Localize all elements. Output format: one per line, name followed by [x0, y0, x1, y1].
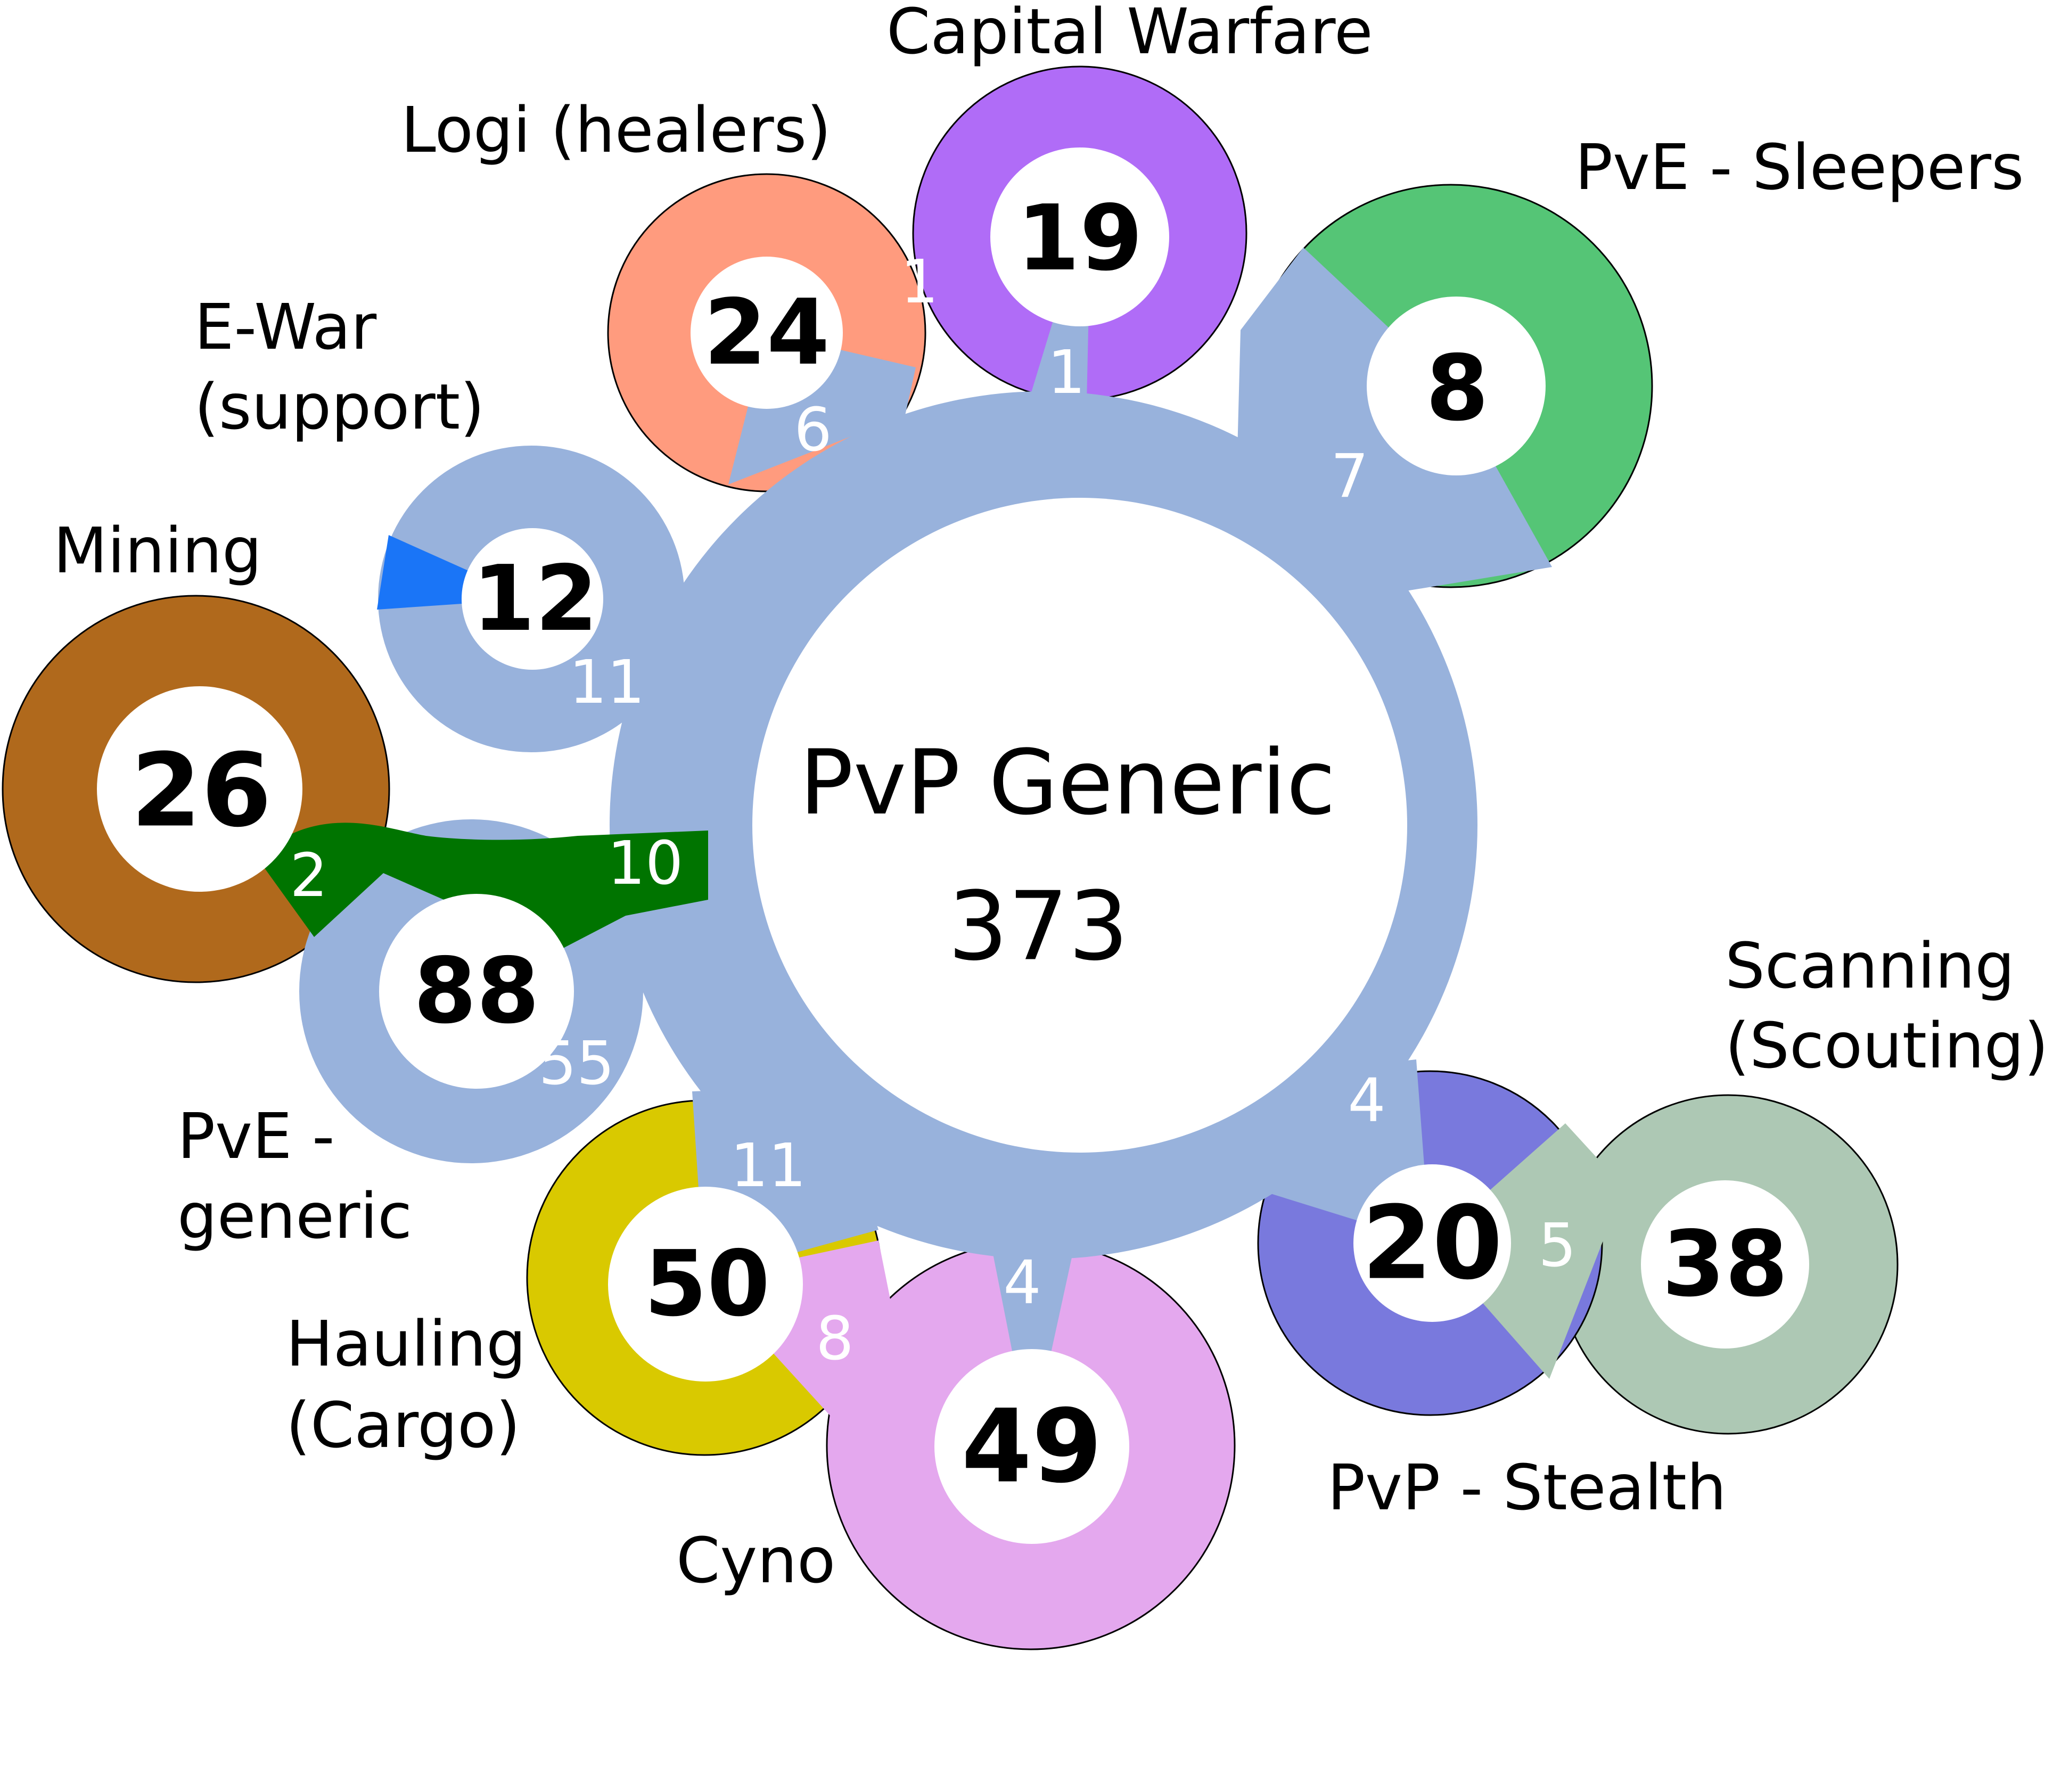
mining-count: 26	[131, 732, 272, 850]
stealth-scanning-sector	[1430, 1123, 1624, 1379]
mining-hole	[97, 686, 302, 892]
ewar-label-line1: E-War	[194, 290, 377, 364]
scanning-label-line2: (Scouting)	[1725, 1009, 2049, 1082]
link-hub-hauling: 11	[730, 1131, 807, 1201]
cyno-hole	[934, 1349, 1129, 1544]
pve-generic-hole	[379, 894, 574, 1089]
node-labels: Capital Warfare Logi (healers) PvE - Sle…	[53, 0, 2049, 1597]
pve-generic-green-bridge	[257, 823, 708, 950]
sleepers-count: 8	[1426, 336, 1489, 441]
hub-hole	[752, 498, 1407, 1153]
capital-count: 19	[1017, 186, 1143, 291]
hauling-hole	[608, 1187, 803, 1382]
stealth-label: PvP - Stealth	[1327, 1451, 1727, 1524]
pve-generic-label-line2: generic	[177, 1179, 412, 1253]
hauling-label-line1: Hauling	[286, 1307, 526, 1380]
pve-generic-count: 88	[414, 939, 540, 1044]
capital-hole	[990, 147, 1169, 326]
pve-generic-label-line1: PvE -	[177, 1099, 335, 1173]
mining-label: Mining	[53, 514, 262, 587]
sleepers-label: PvE - Sleepers	[1575, 130, 2024, 204]
link-hub-capital: 1	[1047, 338, 1085, 407]
hauling-count: 50	[644, 1231, 770, 1337]
logi-label: Logi (healers)	[401, 93, 831, 167]
link-hub-pve-generic-green: 10	[607, 829, 684, 898]
link-hub-ewar: 11	[569, 648, 645, 717]
ewar-hole	[462, 528, 603, 670]
link-labels: 1 1 6 7 11 10 2 55 11 8 4 4 5	[290, 248, 1576, 1374]
cyno-count: 49	[962, 1388, 1102, 1506]
stealth-count: 20	[1362, 1185, 1502, 1302]
link-hauling-cyno: 8	[816, 1304, 853, 1374]
hauling-label-line2: (Cargo)	[286, 1388, 520, 1462]
inner-holes	[97, 147, 1809, 1544]
ewar-label-line2: (support)	[194, 370, 485, 443]
logi-count: 24	[704, 280, 830, 385]
link-logi-capital: 1	[900, 248, 938, 317]
scanning-hole	[1641, 1180, 1809, 1349]
sleepers-hole	[1367, 297, 1546, 475]
capital-label: Capital Warfare	[886, 0, 1373, 68]
node-counts: 19 24 8 12 26 88 50 49 20 38	[131, 186, 1788, 1506]
scanning-label-line1: Scanning	[1725, 929, 2015, 1002]
link-mining-pve-generic: 2	[290, 841, 327, 910]
link-hub-cyno: 4	[1003, 1248, 1041, 1318]
link-stealth-scanning: 5	[1538, 1211, 1576, 1280]
ewar-count: 12	[472, 546, 598, 652]
hub-name: PvP Generic	[800, 730, 1336, 835]
hub-count: 373	[948, 872, 1129, 982]
link-hub-stealth: 4	[1348, 1066, 1385, 1136]
link-hub-logi: 6	[794, 396, 832, 465]
cyno-hub-sector	[990, 1240, 1075, 1445]
link-hub-sleepers: 7	[1331, 442, 1368, 511]
link-hub-pve-generic: 55	[539, 1029, 615, 1098]
stealth-hole	[1353, 1164, 1511, 1322]
cyno-label: Cyno	[676, 1524, 835, 1597]
logi-hole	[691, 257, 843, 409]
scanning-count: 38	[1662, 1212, 1788, 1317]
